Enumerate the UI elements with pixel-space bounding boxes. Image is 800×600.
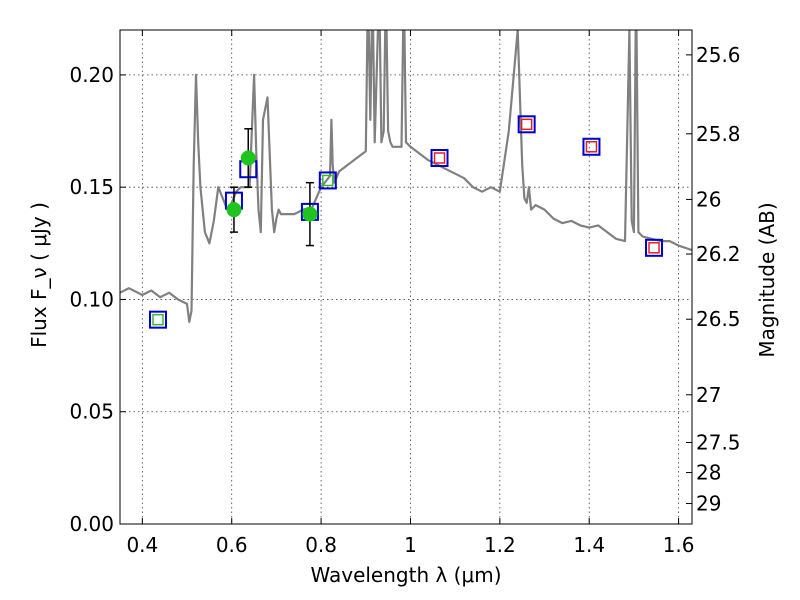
right-tick-label: 25.6 — [696, 43, 741, 67]
y-tick-label: 0.00 — [69, 512, 114, 536]
right-tick-label: 27.5 — [696, 430, 741, 454]
y-axis-ticks: 0.00 0.05 0.10 0.15 0.20 — [69, 63, 126, 536]
y-tick-label: 0.05 — [69, 400, 114, 424]
model-photometry-marker — [582, 137, 601, 156]
observed-point — [226, 202, 242, 218]
red-filter-marker — [520, 118, 533, 131]
series-group — [120, 30, 692, 329]
model-photometry-marker — [318, 171, 337, 190]
sed-line — [120, 30, 692, 323]
x-tick-label: 1.6 — [663, 533, 695, 557]
x-axis-label: Wavelength λ (μm) — [310, 563, 501, 587]
y-tick-label: 0.10 — [69, 287, 114, 311]
observed-point — [302, 206, 318, 222]
y-axis-label: Flux F_ν ( μJy ) — [27, 202, 51, 348]
x-axis-ticks: 0.4 0.6 0.8 1 1.2 1.4 1.6 — [126, 30, 695, 557]
right-tick-label: 28 — [696, 461, 721, 485]
x-tick-label: 1.4 — [573, 533, 605, 557]
right-tick-label: 29 — [696, 492, 721, 516]
x-tick-label: 0.6 — [216, 533, 248, 557]
plot-area — [120, 30, 692, 329]
y-tick-label: 0.20 — [69, 63, 114, 87]
model-photometry-marker — [430, 148, 449, 167]
model-photometry-marker — [148, 310, 167, 329]
observed-point — [240, 150, 256, 166]
green-filter-marker — [152, 313, 164, 326]
red-filter-marker — [585, 141, 598, 153]
y-tick-label: 0.15 — [69, 175, 114, 199]
x-tick-label: 0.8 — [305, 533, 337, 557]
right-tick-label: 27 — [696, 383, 721, 407]
grid-lines — [120, 30, 692, 524]
right-tick-label: 26.2 — [696, 242, 741, 266]
plot-frame — [119, 29, 693, 525]
x-tick-label: 1 — [404, 533, 417, 557]
right-axis-label: Magnitude (AB) — [755, 202, 779, 357]
model-photometry-marker — [517, 115, 536, 134]
green-filter-marker — [322, 174, 334, 187]
x-tick-label: 1.2 — [484, 533, 516, 557]
right-tick-label: 26 — [696, 187, 721, 211]
right-tick-label: 26.5 — [696, 307, 741, 331]
model-photometry-marker — [645, 238, 664, 257]
right-tick-label: 25.8 — [696, 122, 741, 146]
right-axis-ticks: 25.6 25.8 26 26.2 26.5 27 27.5 28 29 — [686, 43, 741, 516]
red-filter-marker — [648, 242, 660, 254]
red-filter-marker — [433, 152, 446, 164]
x-tick-label: 0.4 — [126, 533, 158, 557]
